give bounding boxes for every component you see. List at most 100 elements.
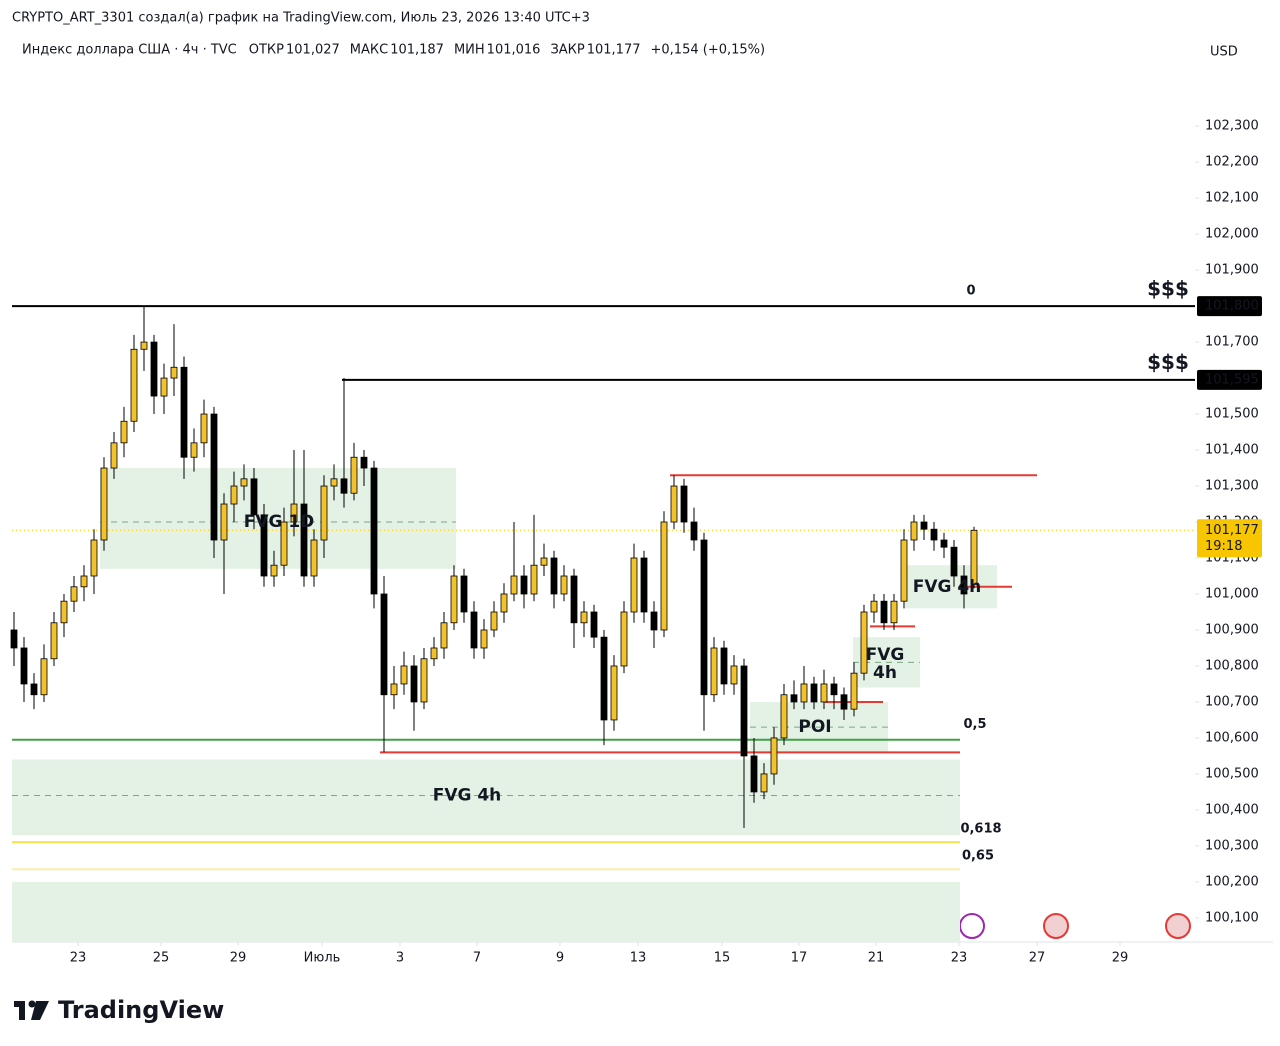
candle-body: [170, 366, 178, 379]
price-label-box: [1197, 369, 1262, 390]
logo: TradingView: [14, 996, 224, 1024]
header-text: +0,154 (+0,15%): [651, 43, 766, 58]
candle-body: [490, 611, 498, 631]
candle-body: [280, 521, 288, 566]
annotation-label: 0,5: [963, 717, 986, 732]
currency: USD: [1210, 45, 1238, 60]
header-text: ЗАКР: [550, 43, 584, 58]
y-tick-label: 100,500: [1205, 766, 1259, 781]
x-tick-label: 17: [791, 951, 808, 966]
candle-body: [350, 456, 358, 494]
y-tick-label: 101,500: [1205, 407, 1259, 422]
y-tick-label: 102,200: [1205, 155, 1259, 170]
candle-body: [50, 622, 58, 660]
candle-body: [740, 665, 748, 757]
y-tick-label: 100,400: [1205, 802, 1259, 817]
header-text: 101,177: [587, 43, 641, 58]
candle-body: [410, 665, 418, 703]
candle-body: [540, 557, 548, 566]
y-tick-label: 102,300: [1205, 119, 1259, 134]
annotation-label: FVG: [866, 645, 905, 665]
candle-body: [930, 528, 938, 541]
header-text: Индекс доллара США · 4ч · TVC: [22, 43, 237, 58]
candle-body: [300, 503, 308, 577]
candle-body: [500, 593, 508, 613]
candle-body: [160, 377, 168, 397]
candle-body: [380, 593, 388, 696]
header-text: МАКС: [350, 43, 388, 58]
annotation-label: $$$: [1147, 276, 1189, 300]
y-tick-label: 100,800: [1205, 658, 1259, 673]
y-tick-label: 101,900: [1205, 263, 1259, 278]
candle-body: [690, 521, 698, 541]
zone: [12, 881, 960, 942]
annotation-label: POI: [798, 717, 831, 737]
x-tick-label: Июль: [304, 951, 341, 966]
candle-body: [670, 485, 678, 523]
candle-body: [800, 683, 808, 703]
candle-body: [600, 636, 608, 721]
candle-body: [430, 647, 438, 660]
logo-icon: [28, 1000, 36, 1008]
candle-body: [260, 514, 268, 577]
candle-body: [470, 611, 478, 649]
legend-header: Индекс доллара США · 4ч · TVC ОТКР 101,027…: [22, 43, 765, 58]
candle-body: [310, 539, 318, 577]
y-tick-label: 100,200: [1205, 874, 1259, 889]
candle-body: [370, 467, 378, 595]
candle-body: [620, 611, 628, 667]
y-tick-label: 101,700: [1205, 335, 1259, 350]
candle-body: [10, 629, 18, 649]
candle-body: [480, 629, 488, 649]
y-tick-label: 102,000: [1205, 227, 1259, 242]
candle-body: [220, 503, 228, 541]
candle-body: [910, 521, 918, 541]
header-text: 101,027: [286, 43, 340, 58]
x-tick-label: 3: [396, 951, 404, 966]
candle-body: [520, 575, 528, 595]
candle-body: [560, 575, 568, 595]
candle-body: [320, 485, 328, 541]
x-tick-label: 23: [951, 951, 968, 966]
candle-body: [790, 694, 798, 703]
candle-body: [750, 755, 758, 793]
candle-body: [210, 413, 218, 541]
candle-body: [230, 485, 238, 505]
candle-body: [770, 737, 778, 775]
candle-body: [240, 478, 248, 487]
candle-body: [920, 521, 928, 530]
candle-body: [270, 564, 278, 577]
x-tick-label: 9: [556, 951, 564, 966]
candle-body: [890, 600, 898, 624]
annotation-label: $$$: [1147, 350, 1189, 374]
candle-body: [80, 575, 88, 588]
candle-body: [460, 575, 468, 613]
x-tick-label: 15: [714, 951, 731, 966]
x-tick-label: 23: [70, 951, 87, 966]
candle-body: [810, 683, 818, 703]
zone: [12, 759, 960, 836]
x-tick-label: 7: [473, 951, 481, 966]
candle-body: [150, 341, 158, 397]
candle-body: [680, 485, 688, 523]
candle-body: [30, 683, 38, 696]
candle-body: [290, 503, 298, 523]
candle-body: [400, 665, 408, 685]
candle-body: [590, 611, 598, 638]
header-text: 101,016: [487, 43, 541, 58]
event-icon: [1043, 913, 1069, 939]
header-text: МИН: [454, 43, 485, 58]
candle-body: [390, 683, 398, 696]
candle-body: [70, 586, 78, 602]
x-tick-label: 29: [230, 951, 247, 966]
candle-body: [40, 658, 48, 696]
candle-body: [850, 672, 858, 710]
candle-body: [730, 665, 738, 685]
candle-body: [450, 575, 458, 624]
candle-body: [580, 611, 588, 624]
candle-body: [130, 348, 138, 422]
candle-body: [900, 539, 908, 602]
candle-body: [180, 366, 188, 458]
candle-body: [840, 694, 848, 710]
